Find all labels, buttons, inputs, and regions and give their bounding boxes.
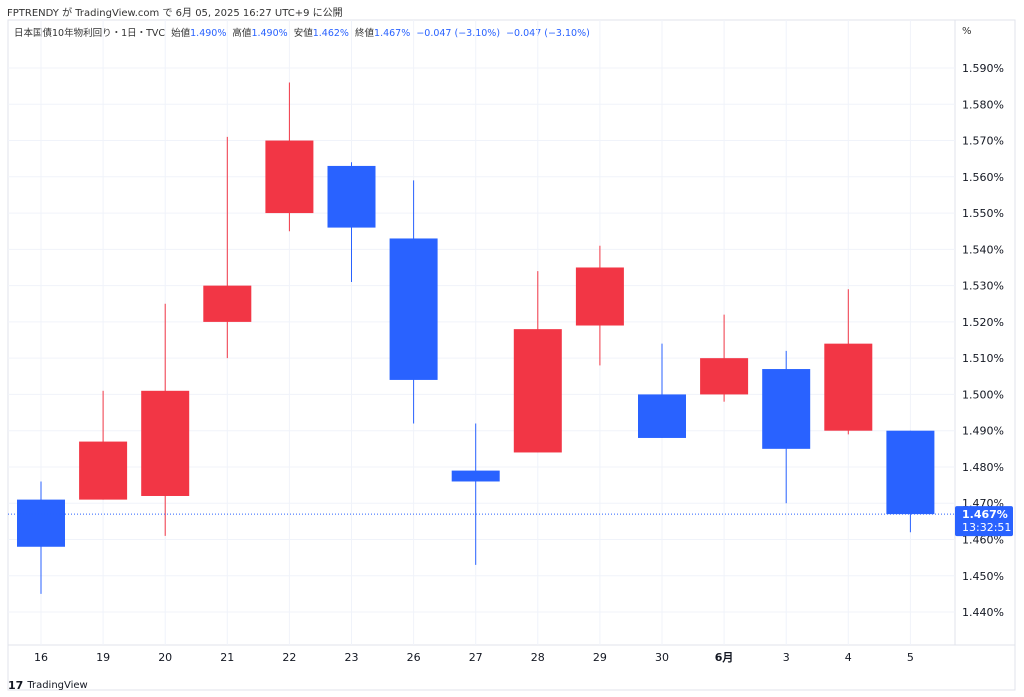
price-tick-label: 1.520% (962, 316, 1004, 329)
close-value: 1.467% (374, 28, 411, 39)
tradingview-logo[interactable]: 17 TradingView (8, 679, 88, 692)
price-tick-label: 1.590% (962, 62, 1004, 75)
candle-body (700, 358, 749, 395)
price-tick-label: 1.440% (962, 606, 1004, 619)
time-tick-label: 16 (34, 651, 48, 664)
change-value-2: −0.047 (−3.10%) (506, 28, 590, 39)
price-tick-label: 1.460% (962, 534, 1004, 547)
price-tick-label: 1.450% (962, 570, 1004, 583)
last-price-label-bg (955, 506, 1013, 537)
time-tick-label: 27 (469, 651, 483, 664)
time-tick-label: 26 (407, 651, 421, 664)
high-label: 高値 (232, 28, 252, 39)
publish-info: FPTRENDY が TradingView.com で 6月 05, 2025… (7, 8, 343, 19)
price-tick-label: 1.500% (962, 388, 1004, 401)
time-tick-label: 5 (907, 651, 914, 664)
symbol-name[interactable]: 日本国債10年物利回り・1日・TVC (14, 28, 166, 39)
chart-legend: 日本国債10年物利回り・1日・TVC 始値1.490% 高値1.490% 安値1… (14, 25, 590, 39)
time-tick-label: 23 (345, 651, 359, 664)
time-tick-label: 29 (593, 651, 607, 664)
price-tick-label: 1.540% (962, 243, 1004, 256)
chart-frame (7, 19, 1016, 691)
candle-body (203, 285, 252, 322)
price-tick-label: 1.510% (962, 352, 1004, 365)
candle-body (762, 369, 811, 449)
logo-text: TradingView (27, 680, 88, 691)
low-value: 1.462% (312, 28, 349, 39)
candle-body (389, 238, 438, 380)
time-tick-label: 20 (158, 651, 172, 664)
countdown-timer: 13:32:51 (962, 521, 1011, 534)
price-tick-label: 1.480% (962, 461, 1004, 474)
close-label: 終値 (355, 28, 375, 39)
candle-body (824, 343, 873, 431)
time-tick-label: 22 (282, 651, 296, 664)
time-tick-label: 3 (783, 651, 790, 664)
time-tick-label: 28 (531, 651, 545, 664)
open-value: 1.490% (190, 28, 227, 39)
candle-body (575, 267, 624, 326)
low-label: 安値 (293, 28, 313, 39)
time-tick-label: 19 (96, 651, 110, 664)
candle-body (327, 165, 376, 228)
high-value: 1.490% (251, 28, 288, 39)
price-tick-label: 1.490% (962, 425, 1004, 438)
candle-body (265, 140, 314, 214)
price-tick-label: 1.530% (962, 280, 1004, 293)
open-label: 始値 (171, 28, 191, 39)
price-tick-label: 1.560% (962, 171, 1004, 184)
price-tick-label: 1.580% (962, 98, 1004, 111)
unit-label[interactable]: % (962, 26, 972, 37)
time-tick-label: 6月 (715, 651, 734, 664)
last-price-value: 1.467% (962, 508, 1008, 521)
candle-body (79, 441, 128, 500)
time-tick-label: 21 (220, 651, 234, 664)
change-value: −0.047 (−3.10%) (416, 28, 501, 39)
candle-body (451, 470, 500, 482)
logo-icon: 17 (8, 679, 24, 692)
price-tick-label: 1.570% (962, 135, 1004, 148)
candle-body (513, 329, 562, 453)
price-tick-label: 1.550% (962, 207, 1004, 220)
candle-body (17, 499, 65, 547)
time-tick-label: 30 (655, 651, 669, 664)
candle-body (141, 390, 190, 496)
candle-body (886, 430, 935, 515)
time-tick-label: 4 (845, 651, 852, 664)
candle-body (638, 394, 686, 438)
